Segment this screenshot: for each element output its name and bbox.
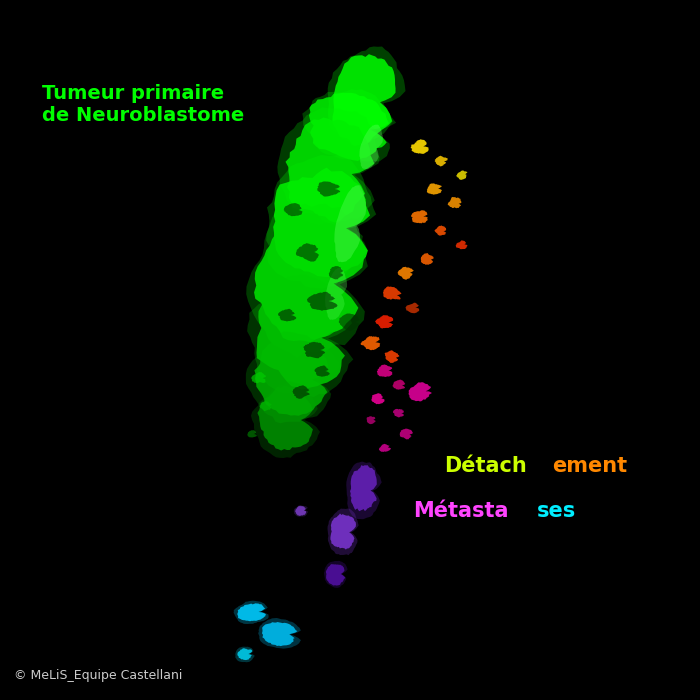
Polygon shape <box>237 648 252 660</box>
Polygon shape <box>328 508 358 555</box>
Polygon shape <box>427 183 442 195</box>
Polygon shape <box>295 506 306 516</box>
Polygon shape <box>367 416 376 424</box>
Text: ement: ement <box>552 456 627 475</box>
Polygon shape <box>326 564 345 586</box>
Polygon shape <box>246 204 368 358</box>
Polygon shape <box>410 139 428 154</box>
Polygon shape <box>278 309 296 321</box>
Text: ses: ses <box>537 501 576 521</box>
Polygon shape <box>317 181 340 197</box>
Polygon shape <box>360 336 380 350</box>
Polygon shape <box>332 54 396 146</box>
Text: Détach: Détach <box>444 456 527 475</box>
Polygon shape <box>375 315 393 328</box>
Polygon shape <box>254 214 364 342</box>
Polygon shape <box>329 266 343 279</box>
Polygon shape <box>400 428 413 440</box>
Polygon shape <box>421 253 434 265</box>
Polygon shape <box>335 185 366 262</box>
Polygon shape <box>328 46 405 146</box>
Polygon shape <box>246 331 340 424</box>
Polygon shape <box>303 342 326 358</box>
Polygon shape <box>435 155 448 167</box>
Polygon shape <box>384 350 400 363</box>
Polygon shape <box>346 461 382 519</box>
Polygon shape <box>359 125 383 169</box>
Polygon shape <box>409 382 432 401</box>
Polygon shape <box>256 286 345 390</box>
Text: Métasta: Métasta <box>413 501 508 521</box>
Text: © MeLiS_Equipe Castellani: © MeLiS_Equipe Castellani <box>14 669 183 682</box>
Polygon shape <box>247 430 257 438</box>
Polygon shape <box>277 107 379 225</box>
Polygon shape <box>383 286 401 300</box>
Polygon shape <box>371 393 384 404</box>
Polygon shape <box>350 465 377 511</box>
Polygon shape <box>456 240 468 249</box>
Polygon shape <box>286 118 374 223</box>
Polygon shape <box>251 372 266 384</box>
Polygon shape <box>259 401 272 411</box>
Polygon shape <box>247 275 354 397</box>
Polygon shape <box>296 243 318 262</box>
Polygon shape <box>393 379 405 390</box>
Polygon shape <box>377 365 393 377</box>
Polygon shape <box>393 409 404 417</box>
Polygon shape <box>314 365 330 377</box>
Polygon shape <box>262 622 298 646</box>
Polygon shape <box>235 647 255 662</box>
Polygon shape <box>251 382 320 458</box>
Polygon shape <box>398 267 414 280</box>
Polygon shape <box>293 385 309 399</box>
Polygon shape <box>456 170 468 180</box>
Polygon shape <box>324 561 347 588</box>
Polygon shape <box>254 340 328 416</box>
Text: Tumeur primaire
de Neuroblastome: Tumeur primaire de Neuroblastome <box>42 84 244 125</box>
Polygon shape <box>405 302 419 313</box>
Polygon shape <box>294 505 308 517</box>
Polygon shape <box>258 386 313 451</box>
Polygon shape <box>266 154 376 288</box>
Polygon shape <box>234 601 269 624</box>
Polygon shape <box>302 90 396 162</box>
Polygon shape <box>435 225 446 236</box>
Polygon shape <box>330 513 356 550</box>
Polygon shape <box>258 618 301 649</box>
Polygon shape <box>325 267 347 320</box>
Polygon shape <box>448 197 461 209</box>
Polygon shape <box>237 603 266 622</box>
Polygon shape <box>379 444 391 452</box>
Polygon shape <box>273 167 370 277</box>
Polygon shape <box>284 203 302 216</box>
Polygon shape <box>411 210 428 223</box>
Polygon shape <box>339 314 360 330</box>
Polygon shape <box>307 292 337 311</box>
Polygon shape <box>309 93 389 161</box>
